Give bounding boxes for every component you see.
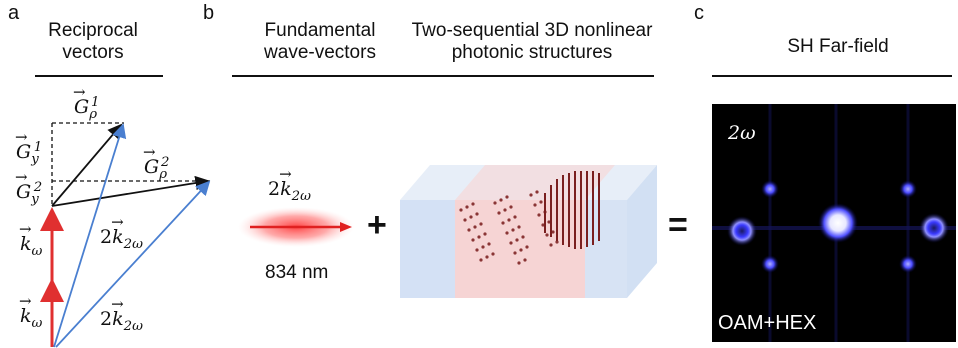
panel-c-title: SH Far-field: [787, 36, 889, 57]
panel-b-title1-line1: Fundamental: [264, 20, 376, 41]
panel-b-title2-line1: Two-sequential 3D nonlinear: [411, 20, 653, 41]
reciprocal-vector-diagram: [40, 122, 211, 348]
k-2omega-lower-vector: [55, 180, 211, 348]
harmonic-label: 2ω: [728, 122, 756, 144]
spot-top-left: [761, 180, 779, 198]
label-g-y-1: Gy1: [15, 128, 42, 167]
fundamental-beam: [238, 207, 354, 247]
beam-label-2k-2omega: 2k2ω: [268, 165, 311, 204]
wavelength-label: 834 nm: [265, 262, 329, 283]
sh-far-field-image: 2ω OAM+HEX: [712, 104, 956, 342]
equals-symbol: =: [668, 206, 688, 244]
far-field-caption: OAM+HEX: [718, 312, 817, 334]
spot-top-right: [899, 180, 917, 198]
beam-arrowhead: [340, 222, 352, 232]
panel-b-title1-line2: wave-vectors: [264, 42, 376, 63]
g-1-vector: [51, 123, 123, 207]
crystal-left-block: [400, 200, 455, 298]
label-g-y-2: Gy2: [15, 168, 42, 207]
oam-line-structure: [544, 171, 600, 249]
panel-b-title-structures: Two-sequential 3D nonlinear photonic str…: [408, 20, 656, 64]
panel-a-title-line2: vectors: [62, 42, 124, 63]
panel-a-title: Reciprocal vectors: [28, 20, 158, 64]
panel-c-rule: [712, 75, 952, 77]
panel-b-letter: b: [203, 2, 215, 24]
label-2k-2omega-lower: 2k2ω: [100, 295, 143, 334]
nonlinear-photonic-structure: [400, 165, 657, 298]
panel-b-title-fundamental: Fundamental wave-vectors: [240, 20, 400, 64]
label-k-omega-upper: kω: [19, 220, 42, 259]
k-2omega-upper-vector: [53, 123, 127, 348]
hex-lattice-1: [459, 202, 495, 262]
label-k-omega-lower: kω: [19, 292, 42, 331]
plus-symbol: +: [367, 206, 387, 244]
hex-lattice-2: [493, 195, 529, 265]
spot-center: [818, 203, 858, 243]
panel-a-letter: a: [8, 2, 20, 24]
spot-bottom-left: [761, 255, 779, 273]
oam-ring-right: [919, 213, 949, 243]
label-g-rho-2: Gρ2: [143, 143, 169, 182]
panel-b-rule: [232, 75, 654, 77]
panel-a-rule: [35, 75, 163, 77]
crystal-right-block: [585, 200, 627, 298]
panel-c-letter: c: [694, 2, 704, 24]
label-2k-2omega-upper: 2k2ω: [100, 213, 143, 252]
spot-bottom-right: [899, 255, 917, 273]
label-g-rho-1: Gρ1: [73, 83, 99, 122]
panel-a-title-line1: Reciprocal: [48, 20, 138, 41]
g-2-vector: [51, 175, 210, 207]
panel-b-title2-line2: photonic structures: [451, 42, 613, 63]
oam-ring-left: [727, 216, 757, 246]
far-field-pattern: [712, 104, 956, 342]
crystal-right-face: [627, 165, 657, 298]
